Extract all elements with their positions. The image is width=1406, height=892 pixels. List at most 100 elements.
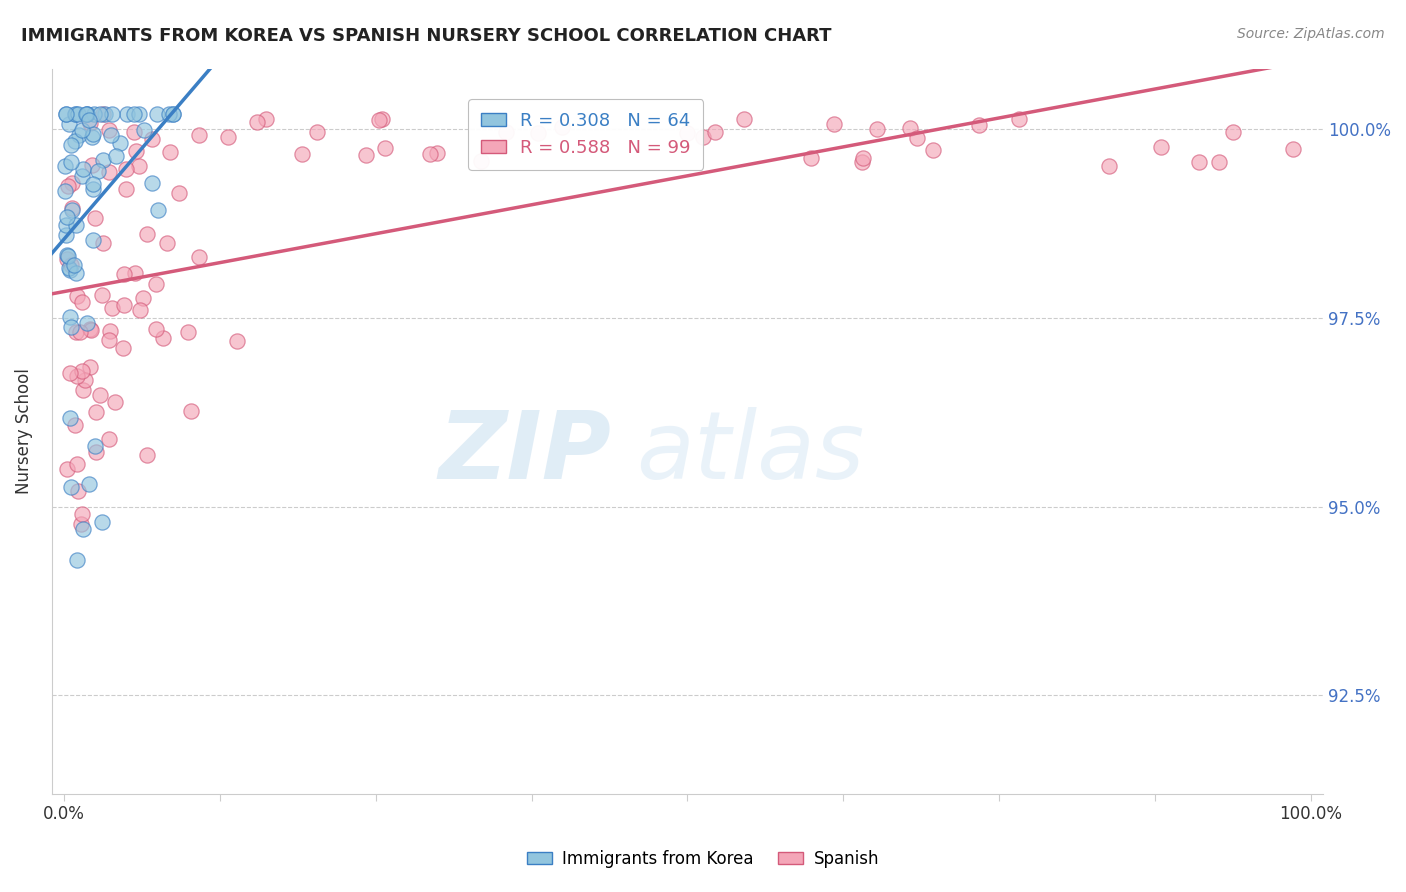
Point xyxy=(72,363,94,377)
Point xyxy=(368,112,391,127)
Point xyxy=(225,334,247,348)
Point xyxy=(112,267,135,281)
Point xyxy=(125,144,148,158)
Point xyxy=(470,154,492,169)
Point xyxy=(59,366,82,380)
Point xyxy=(1208,154,1230,169)
Point xyxy=(53,184,76,198)
Point xyxy=(156,236,179,251)
Point xyxy=(89,388,111,402)
Point xyxy=(177,325,200,339)
Point xyxy=(55,107,77,121)
Point xyxy=(70,516,93,531)
Point xyxy=(136,448,159,462)
Point xyxy=(59,320,82,334)
Point xyxy=(55,252,77,266)
Point xyxy=(60,258,83,272)
Point xyxy=(65,325,87,339)
Point xyxy=(93,236,115,251)
Point xyxy=(354,148,377,162)
Text: Source: ZipAtlas.com: Source: ZipAtlas.com xyxy=(1237,27,1385,41)
Point xyxy=(65,107,87,121)
Point xyxy=(56,248,79,262)
Point xyxy=(91,153,114,167)
Point xyxy=(67,128,90,143)
Point xyxy=(72,162,94,177)
Point xyxy=(495,125,517,139)
Point xyxy=(65,289,87,303)
Point xyxy=(79,359,101,374)
Point xyxy=(58,249,80,263)
Point xyxy=(70,295,93,310)
Point xyxy=(145,321,167,335)
Point xyxy=(1098,159,1121,173)
Point xyxy=(922,143,945,157)
Point xyxy=(135,227,157,242)
Point xyxy=(104,149,127,163)
Point xyxy=(132,123,155,137)
Point xyxy=(112,341,135,355)
Point xyxy=(55,228,77,243)
Point xyxy=(67,483,90,498)
Point xyxy=(60,176,83,190)
Point xyxy=(59,154,82,169)
Point xyxy=(101,107,124,121)
Point xyxy=(67,107,90,121)
Point xyxy=(104,395,127,409)
Point xyxy=(217,129,239,144)
Text: atlas: atlas xyxy=(637,408,865,499)
Point xyxy=(55,218,77,232)
Point xyxy=(733,112,755,127)
Point xyxy=(162,107,184,121)
Legend: R = 0.308   N = 64, R = 0.588   N = 99: R = 0.308 N = 64, R = 0.588 N = 99 xyxy=(468,99,703,169)
Point xyxy=(83,211,105,225)
Point xyxy=(69,326,91,340)
Point xyxy=(246,115,269,129)
Point xyxy=(108,136,131,151)
Point xyxy=(1282,142,1305,156)
Legend: Immigrants from Korea, Spanish: Immigrants from Korea, Spanish xyxy=(520,844,886,875)
Point xyxy=(131,291,153,305)
Point xyxy=(90,515,112,529)
Point xyxy=(141,132,163,146)
Point xyxy=(58,260,80,275)
Point xyxy=(98,333,121,347)
Point xyxy=(180,403,202,417)
Point xyxy=(676,126,699,140)
Point xyxy=(58,117,80,131)
Point xyxy=(65,218,87,232)
Point xyxy=(1222,125,1244,139)
Point xyxy=(141,177,163,191)
Point xyxy=(55,107,77,121)
Point xyxy=(128,303,150,318)
Point xyxy=(374,141,396,155)
Point xyxy=(82,178,104,192)
Point xyxy=(75,373,97,387)
Point xyxy=(80,158,103,172)
Point xyxy=(371,112,394,127)
Point xyxy=(76,316,98,330)
Point xyxy=(66,552,89,566)
Point xyxy=(87,164,110,178)
Point xyxy=(703,125,725,139)
Point xyxy=(128,160,150,174)
Point xyxy=(90,288,112,302)
Point xyxy=(98,123,121,137)
Point xyxy=(905,130,928,145)
Point xyxy=(59,310,82,324)
Point xyxy=(60,203,83,218)
Point xyxy=(1188,154,1211,169)
Point xyxy=(418,147,440,161)
Point xyxy=(84,439,107,453)
Point xyxy=(91,107,114,121)
Point xyxy=(77,477,100,491)
Point xyxy=(77,112,100,127)
Point xyxy=(76,107,98,121)
Point xyxy=(100,128,122,142)
Point xyxy=(79,321,101,335)
Point xyxy=(97,165,120,179)
Point xyxy=(70,507,93,521)
Point xyxy=(72,383,94,397)
Point xyxy=(89,107,111,121)
Text: IMMIGRANTS FROM KOREA VS SPANISH NURSERY SCHOOL CORRELATION CHART: IMMIGRANTS FROM KOREA VS SPANISH NURSERY… xyxy=(21,27,831,45)
